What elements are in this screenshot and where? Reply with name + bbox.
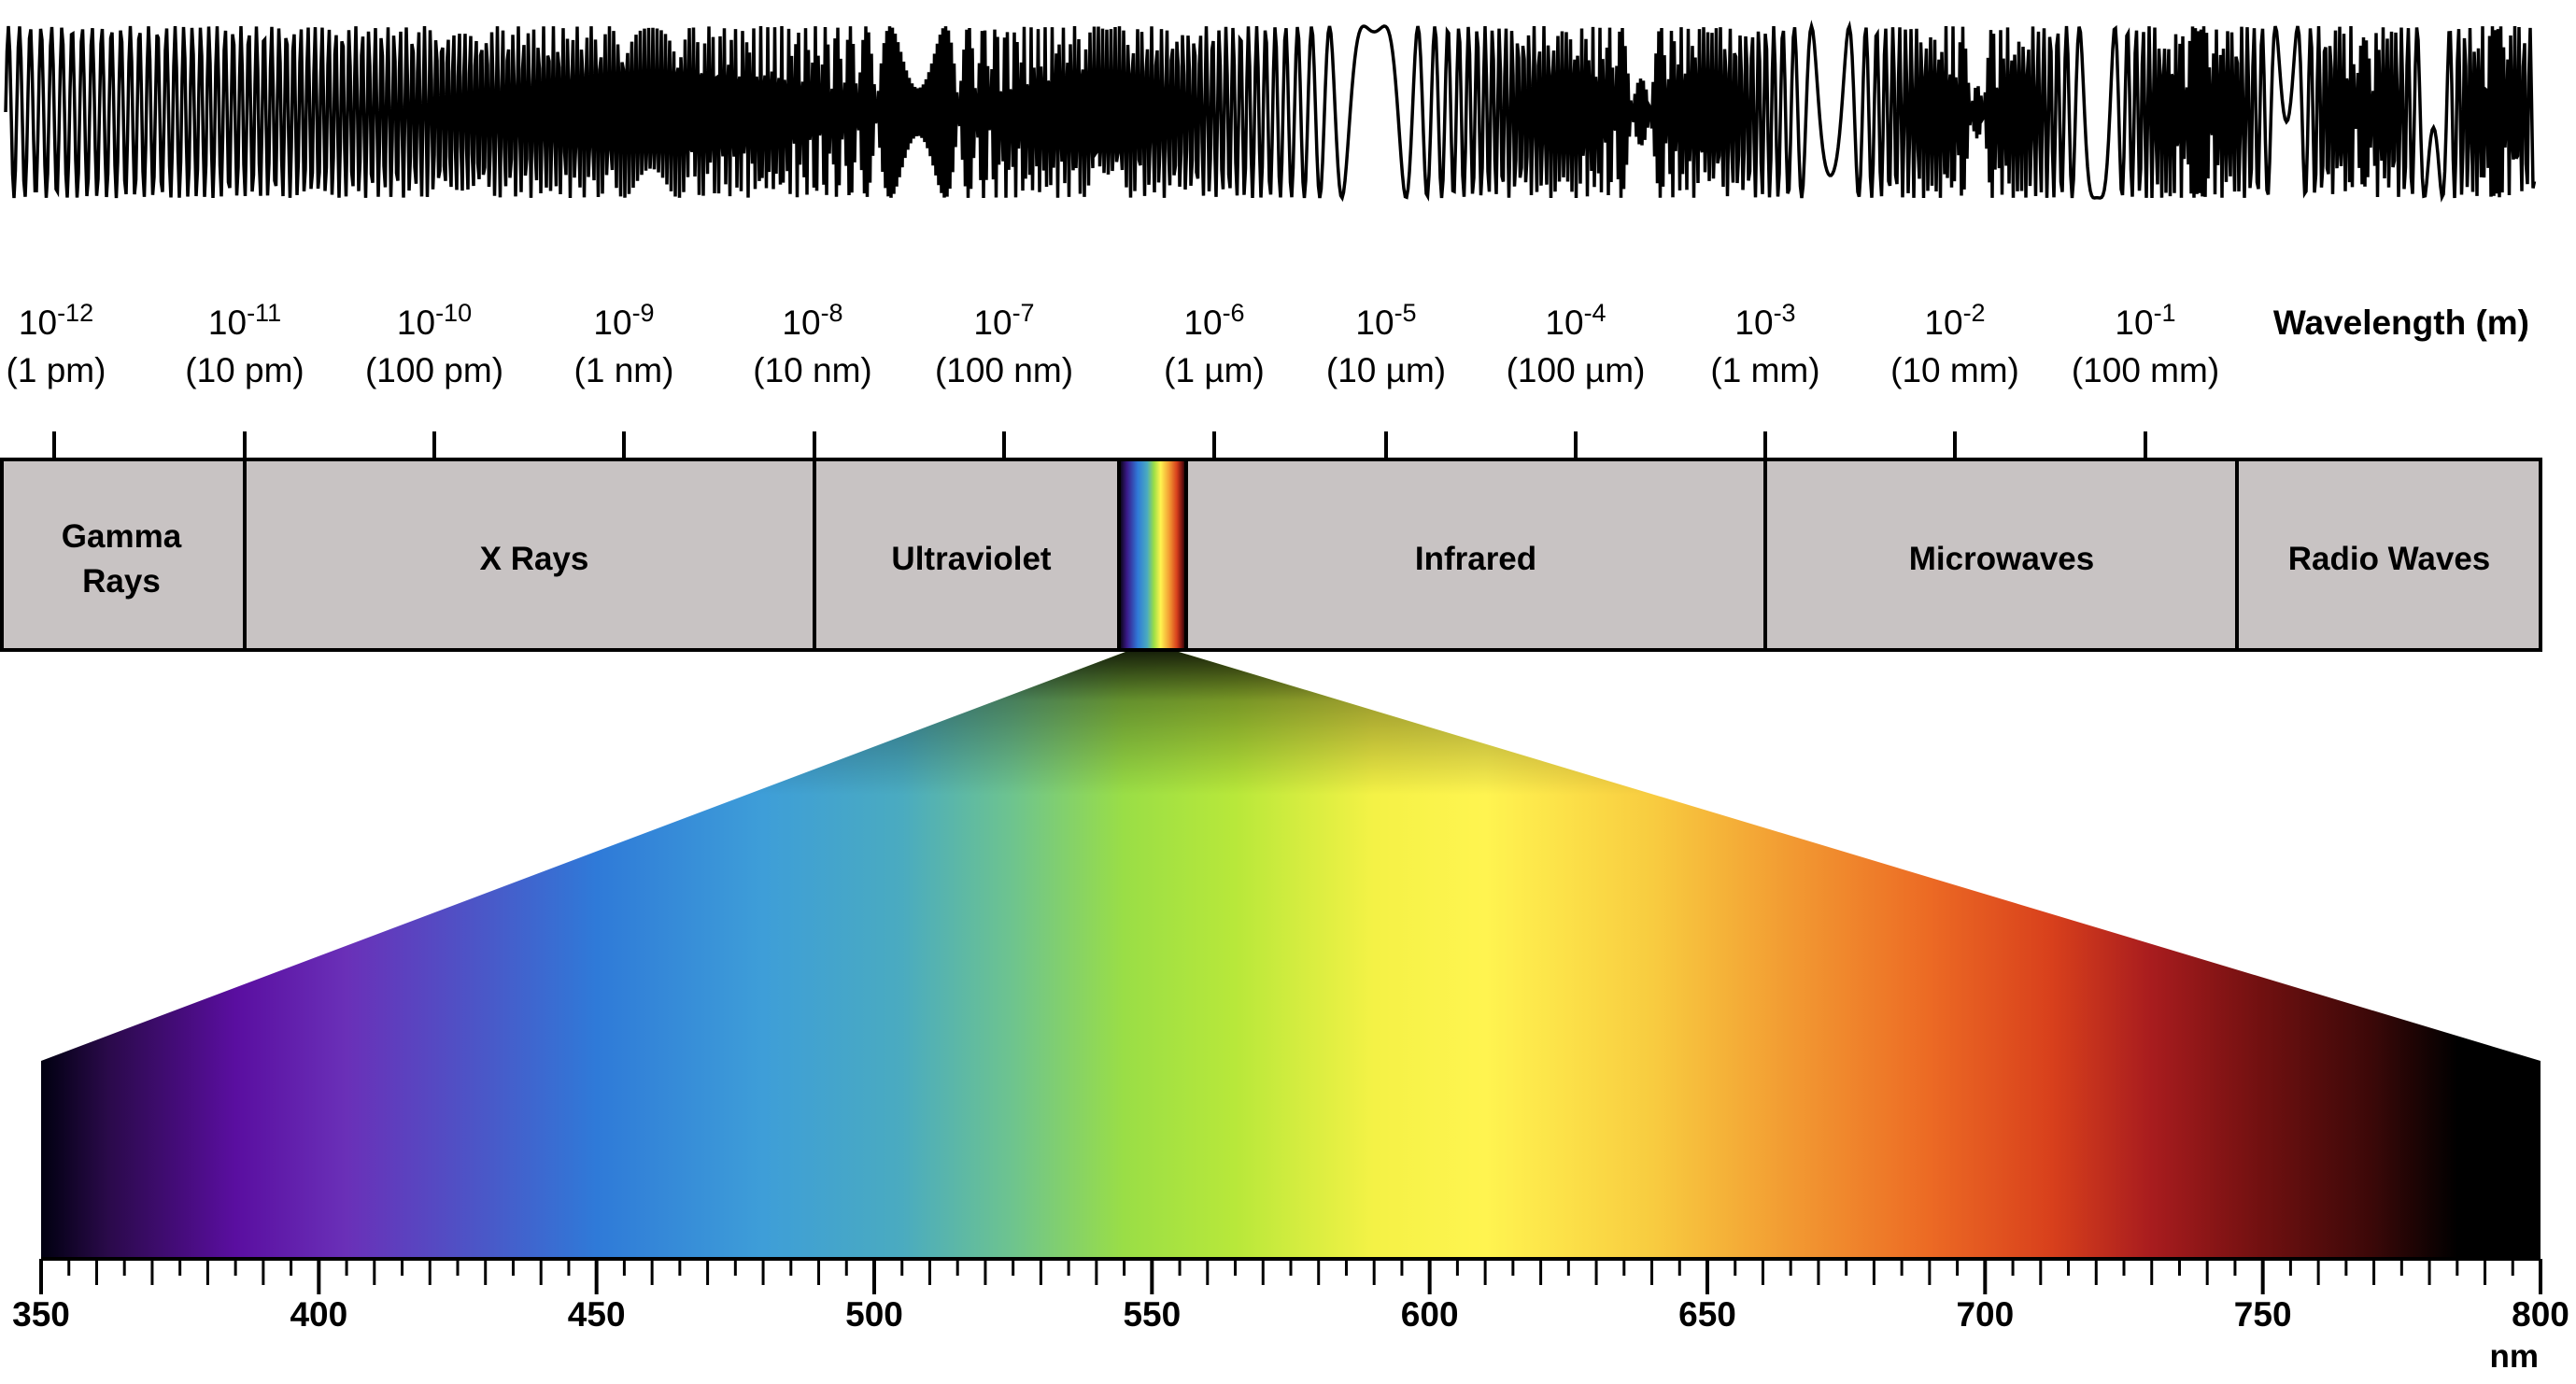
band-background xyxy=(0,458,2542,652)
wavelength-power: 10-12 xyxy=(19,299,93,342)
nm-tick-label: 700 xyxy=(1956,1295,2014,1334)
band-labels: Gamma Rays X Rays Ultraviolet Infrared Microw… xyxy=(62,518,2490,600)
nm-tick-label: 400 xyxy=(290,1295,347,1334)
visible-spectrum-fan xyxy=(41,652,2541,1061)
svg-text:X Rays: X Rays xyxy=(480,541,589,577)
nm-tick-label: 600 xyxy=(1401,1295,1459,1334)
nm-axis: 350 400 450 500 550 600 650 700 750 800 nm xyxy=(12,1257,2569,1375)
band-bar: Gamma Rays X Rays Ultraviolet Infrared Microw… xyxy=(0,458,2542,652)
nm-tick-label: 800 xyxy=(2512,1295,2569,1334)
wavelength-power: 10-10 xyxy=(397,299,472,342)
wavelength-power: 10-4 xyxy=(1545,299,1606,342)
wavelength-tick-label: 10-8 (10 nm) xyxy=(753,299,871,389)
wavelength-power: 10-9 xyxy=(593,299,654,342)
wavelength-tick-labels: 10-12 (1 pm) 10-11 (10 pm) 10-10 (100 pm) 10-9… xyxy=(7,299,2220,389)
visible-spectrum-bar xyxy=(41,1061,2541,1259)
wavelength-unit-label: (10 pm) xyxy=(185,351,304,389)
nm-tick-labels: 350 400 450 500 550 600 650 700 750 800 xyxy=(12,1295,2569,1334)
svg-text:Infrared: Infrared xyxy=(1415,541,1536,577)
wavelength-ticks xyxy=(52,431,2147,459)
wavelength-unit-label: (100 µm) xyxy=(1507,351,1646,389)
wavelength-power: 10-8 xyxy=(782,299,842,342)
nm-tick-label: 500 xyxy=(845,1295,903,1334)
wavelength-power: 10-1 xyxy=(2115,299,2175,342)
nm-tick-label: 550 xyxy=(1123,1295,1181,1334)
wavelength-unit-label: (1 µm) xyxy=(1164,351,1265,389)
wavelength-unit-label: (1 nm) xyxy=(574,351,674,389)
wavelength-unit-label: (10 µm) xyxy=(1326,351,1446,389)
band-label: X Rays xyxy=(480,541,589,577)
wavelength-tick-label: 10-1 (100 mm) xyxy=(2072,299,2219,389)
wavelength-unit-label: (1 mm) xyxy=(1710,351,1819,389)
wavelength-tick-label: 10-9 (1 nm) xyxy=(574,299,674,389)
svg-text:Gamma: Gamma xyxy=(62,518,182,555)
wavelength-unit-label: (100 mm) xyxy=(2072,351,2219,389)
nm-unit-label: nm xyxy=(2490,1338,2540,1375)
nm-tick-label: 750 xyxy=(2234,1295,2292,1334)
wavelength-tick-label: 10-7 (100 nm) xyxy=(935,299,1073,389)
nm-ticks xyxy=(39,1259,2542,1294)
wavelength-power: 10-11 xyxy=(208,299,281,342)
nm-tick-label: 450 xyxy=(568,1295,626,1334)
wavelength-power: 10-6 xyxy=(1183,299,1244,342)
nm-tick-label: 350 xyxy=(12,1295,70,1334)
wavelength-unit-label: (1 pm) xyxy=(7,351,106,389)
svg-text:Ultraviolet: Ultraviolet xyxy=(891,541,1051,577)
band-label: Microwaves xyxy=(1909,541,2094,577)
wavelength-tick-label: 10-4 (100 µm) xyxy=(1507,299,1646,389)
wave-line xyxy=(4,20,2537,203)
wavelength-unit-label: (10 mm) xyxy=(1890,351,2019,389)
wavelength-tick-label: 10-5 (10 µm) xyxy=(1326,299,1446,389)
wavelength-power: 10-2 xyxy=(1924,299,1985,342)
svg-text:Rays: Rays xyxy=(82,563,161,600)
svg-text:Microwaves: Microwaves xyxy=(1909,541,2094,577)
band-label: Radio Waves xyxy=(2288,541,2491,577)
nm-tick-label: 650 xyxy=(1678,1295,1736,1334)
wavelength-tick-label: 10-10 (100 pm) xyxy=(365,299,503,389)
wavelength-power: 10-5 xyxy=(1355,299,1416,342)
band-label: Infrared xyxy=(1415,541,1536,577)
wavelength-tick-label: 10-2 (10 mm) xyxy=(1890,299,2019,389)
wavelength-unit-label: (100 nm) xyxy=(935,351,1073,389)
wavelength-power: 10-7 xyxy=(973,299,1034,342)
wavelength-tick-label: 10-12 (1 pm) xyxy=(7,299,106,389)
wavelength-unit-label: (10 nm) xyxy=(753,351,871,389)
band-label: Gamma Rays xyxy=(62,518,182,600)
band-label: Ultraviolet xyxy=(891,541,1051,577)
svg-text:Radio Waves: Radio Waves xyxy=(2288,541,2491,577)
wavelength-unit-label: (100 pm) xyxy=(365,351,503,389)
wavelength-tick-label: 10-3 (1 mm) xyxy=(1710,299,1819,389)
wavelength-tick-label: 10-11 (10 pm) xyxy=(185,299,304,389)
band-visible-strip xyxy=(1119,461,1186,648)
wavelength-tick-label: 10-6 (1 µm) xyxy=(1164,299,1265,389)
wavelength-power: 10-3 xyxy=(1734,299,1795,342)
wavelength-axis-title: Wavelength (m) xyxy=(2273,304,2529,342)
band-dividers xyxy=(243,459,2239,650)
